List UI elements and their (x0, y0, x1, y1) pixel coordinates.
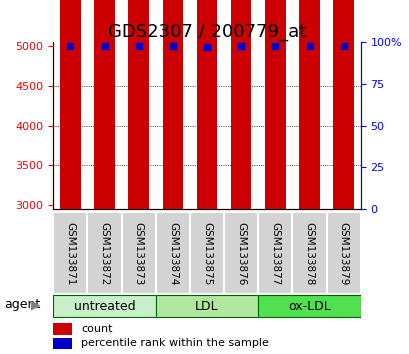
Bar (94, 0, 115, 209)
Bar (53, 324, 72, 335)
Text: GSM133877: GSM133877 (270, 222, 280, 286)
Text: GSM133872: GSM133872 (99, 222, 109, 286)
FancyBboxPatch shape (292, 212, 326, 294)
Text: GSM133878: GSM133878 (304, 222, 314, 286)
Point (135, 43, 142, 48)
Text: GSM133875: GSM133875 (202, 222, 211, 286)
Bar (196, 0, 217, 209)
Point (169, 43, 176, 48)
Text: GSM133879: GSM133879 (338, 222, 348, 286)
Point (203, 45, 210, 50)
Point (237, 43, 244, 48)
Text: GSM133874: GSM133874 (167, 222, 178, 286)
Text: untreated: untreated (74, 300, 135, 313)
Text: percentile rank within the sample: percentile rank within the sample (81, 338, 268, 348)
Point (67, 43, 74, 48)
FancyBboxPatch shape (224, 212, 258, 294)
Point (339, 43, 346, 48)
Text: agent: agent (4, 298, 40, 311)
FancyBboxPatch shape (53, 212, 87, 294)
Point (101, 43, 108, 48)
Bar (333, 0, 353, 209)
Title: GDS2307 / 200779_at: GDS2307 / 200779_at (108, 23, 306, 41)
FancyBboxPatch shape (155, 212, 189, 294)
Text: ox-LDL: ox-LDL (288, 300, 330, 313)
Text: GSM133871: GSM133871 (65, 222, 75, 286)
Bar (162, 0, 183, 209)
FancyBboxPatch shape (326, 212, 360, 294)
Point (272, 43, 278, 48)
Text: GSM133876: GSM133876 (236, 222, 246, 286)
Text: ▶: ▶ (31, 298, 40, 311)
FancyBboxPatch shape (189, 212, 224, 294)
Bar (299, 0, 319, 209)
Bar (265, 0, 285, 209)
Bar (60, 0, 81, 209)
Bar (230, 0, 251, 209)
FancyBboxPatch shape (155, 295, 258, 318)
FancyBboxPatch shape (121, 212, 155, 294)
Text: GSM133873: GSM133873 (133, 222, 144, 286)
FancyBboxPatch shape (87, 212, 121, 294)
FancyBboxPatch shape (258, 212, 292, 294)
Text: count: count (81, 324, 112, 334)
Bar (53, 338, 72, 349)
Text: LDL: LDL (195, 300, 218, 313)
Bar (128, 0, 148, 209)
FancyBboxPatch shape (53, 295, 155, 318)
FancyBboxPatch shape (258, 295, 360, 318)
Point (306, 43, 312, 48)
